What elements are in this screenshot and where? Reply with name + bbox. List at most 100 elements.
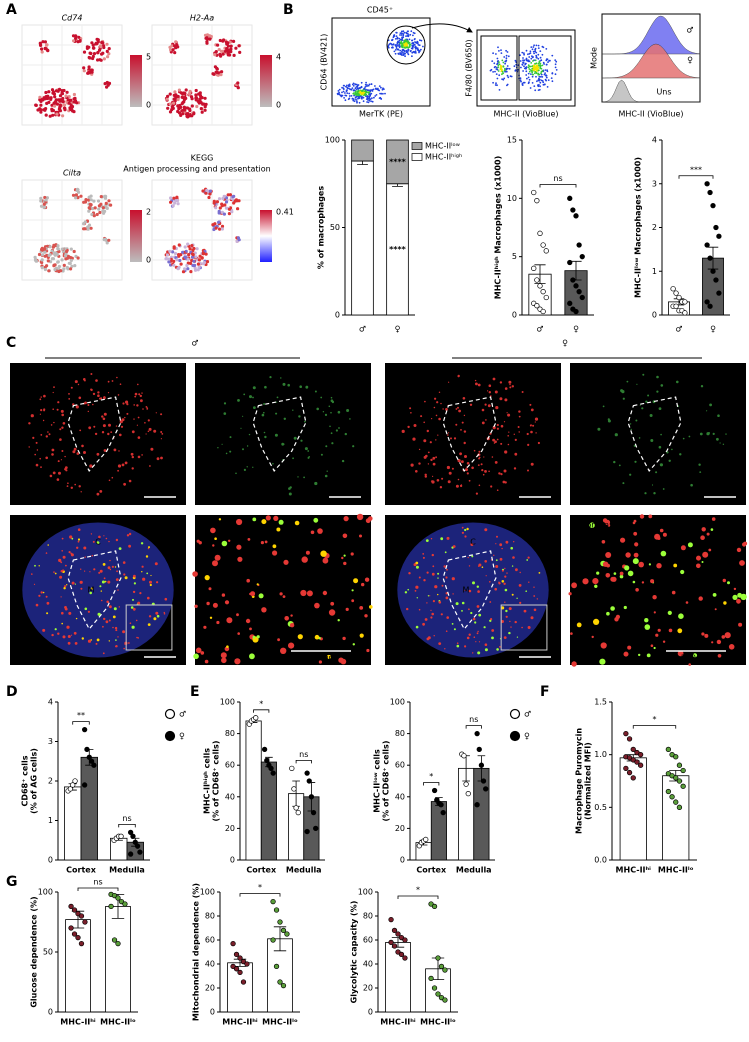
cell-signal [130,622,132,624]
cell-signal [504,602,505,603]
cell-signal [716,438,719,441]
cell-signal [315,391,317,393]
cell-signal [84,402,87,405]
cell-signal [461,610,463,612]
cell-signal [133,608,136,611]
cell-signal [89,571,90,572]
cell-signal [678,613,684,619]
cell-signal [501,425,504,428]
cell-signal [602,540,606,544]
flow-event [344,92,346,94]
flow-event [339,89,341,91]
flow-event [554,59,556,61]
data-point [624,731,629,736]
umap-cell [49,115,52,118]
cell-signal [58,460,60,462]
flow-event [349,85,351,87]
umap-cell [181,96,184,99]
flow-event [502,79,504,81]
cell-signal [633,558,639,564]
cell-signal [630,423,631,424]
cell-signal [601,642,607,648]
cell-signal [440,403,441,404]
flow-event [530,50,532,52]
cell-signal [592,578,598,584]
cell-signal [507,435,509,437]
data-point [296,810,301,815]
data-point [705,181,710,186]
cell-signal [321,454,323,456]
significance: * [416,886,420,895]
cell-signal [161,438,162,439]
flow-event [400,42,402,44]
cell-signal [648,515,652,519]
flow-event [345,95,347,97]
significance-bracket [240,894,280,897]
cell-signal [134,582,136,584]
cell-signal [499,543,502,546]
significance: **** [389,245,407,254]
flow-x-label: MHC-II (VioBlue) [493,110,558,119]
x-tick-label: ♀ [710,325,716,334]
cell-signal [475,641,476,642]
cell-signal [515,439,517,441]
legend-swatch [412,154,422,161]
cell-signal [428,463,429,464]
flow-event [539,61,541,63]
cell-signal [59,576,62,579]
umap-cell [172,48,175,51]
cell-signal [108,566,111,569]
cell-signal [114,449,117,452]
flow-event [529,79,531,81]
cell-signal [242,448,244,450]
colorbar-label: 0.41 [276,208,294,217]
flow-event [393,34,395,36]
flow-event [351,95,353,97]
data-point [677,763,682,768]
cell-signal [535,421,536,422]
cell-signal [75,642,78,645]
flow-event [402,30,404,32]
cell-signal [461,484,462,485]
colorbar [260,55,272,107]
significance: ** [77,711,85,720]
cell-signal [133,418,134,419]
cell-signal [214,537,217,540]
umap-cell [87,210,90,213]
cell-signal [504,568,505,569]
cell-signal [415,562,418,565]
cell-signal [471,467,474,470]
cell-signal [68,393,70,395]
umap-cell [172,260,175,263]
data-point [627,770,632,775]
umap-cell [182,270,185,273]
y-axis-label: MHC-IIˡᵒʷ Macrophages (x1000) [634,157,643,298]
umap-cell [98,58,101,61]
umap-cell [166,98,169,101]
cell-signal [440,486,442,488]
cell-signal [723,579,726,582]
cell-signal [405,591,407,593]
cell-signal [441,613,443,615]
cell-signal [133,404,135,406]
flow-y-label: F4/80 (BV650) [465,39,474,96]
umap-cell [56,247,59,250]
flow-event [551,55,553,57]
umap-cell [205,42,208,45]
cell-signal [142,578,145,581]
data-point [580,254,585,259]
flow-event [356,86,358,88]
umap-cell [43,205,46,208]
cell-signal [460,429,462,431]
cell-signal [624,606,627,609]
cell-signal [500,558,503,561]
cell-signal [298,415,300,417]
flow-event [395,49,397,51]
cell-signal [148,431,150,433]
umap-cell [197,263,200,266]
cell-signal [292,457,294,459]
cell-signal [115,639,117,641]
flow-event [509,68,511,70]
flow-event [408,42,410,44]
flow-event [366,101,368,103]
